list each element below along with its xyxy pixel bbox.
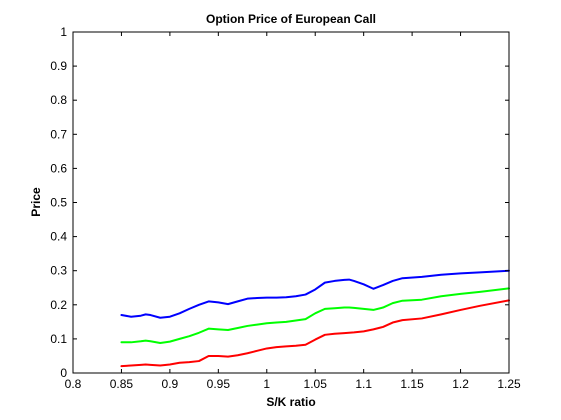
- y-tick-label: 0: [60, 366, 67, 380]
- y-tick-label: 0.6: [50, 161, 67, 175]
- x-tick-label: 1: [263, 377, 270, 391]
- series-layer: [120, 269, 510, 368]
- x-tick-label: 1.15: [400, 377, 424, 391]
- y-tick-label: 0.2: [50, 298, 67, 312]
- y-tick-label: 0.3: [50, 264, 67, 278]
- y-tick-label: 0.1: [50, 332, 67, 346]
- y-tick-label: 0.9: [50, 59, 67, 73]
- x-tick-label: 1.05: [304, 377, 328, 391]
- x-tick-label: 1.2: [452, 377, 469, 391]
- y-axis-label: Price: [29, 187, 43, 217]
- y-axis-ticks: 0 0.1 0.2 0.3 0.4 0.5 0.6 0.7 0.8 0.9 1: [50, 25, 509, 380]
- y-tick-label: 0.7: [50, 127, 67, 141]
- y-tick-label: 0.5: [50, 196, 67, 210]
- x-tick-label: 0.8: [65, 377, 82, 391]
- x-tick-label: 0.85: [110, 377, 134, 391]
- chart-title: Option Price of European Call: [206, 12, 376, 26]
- series-line-2: [120, 287, 510, 344]
- x-tick-label: 1.25: [497, 377, 521, 391]
- y-tick-label: 1: [60, 25, 67, 39]
- series-line-3: [120, 299, 510, 368]
- x-tick-label: 0.95: [207, 377, 231, 391]
- x-axis-ticks: 0.8 0.85 0.9 0.95 1 1.05 1.1 1.15 1.2 1.25: [65, 32, 521, 391]
- y-tick-label: 0.8: [50, 93, 67, 107]
- series-line-1: [120, 269, 510, 319]
- x-tick-label: 0.9: [162, 377, 179, 391]
- x-axis-label: S/K ratio: [266, 395, 315, 409]
- x-tick-label: 1.1: [355, 377, 372, 391]
- y-tick-label: 0.4: [50, 230, 67, 244]
